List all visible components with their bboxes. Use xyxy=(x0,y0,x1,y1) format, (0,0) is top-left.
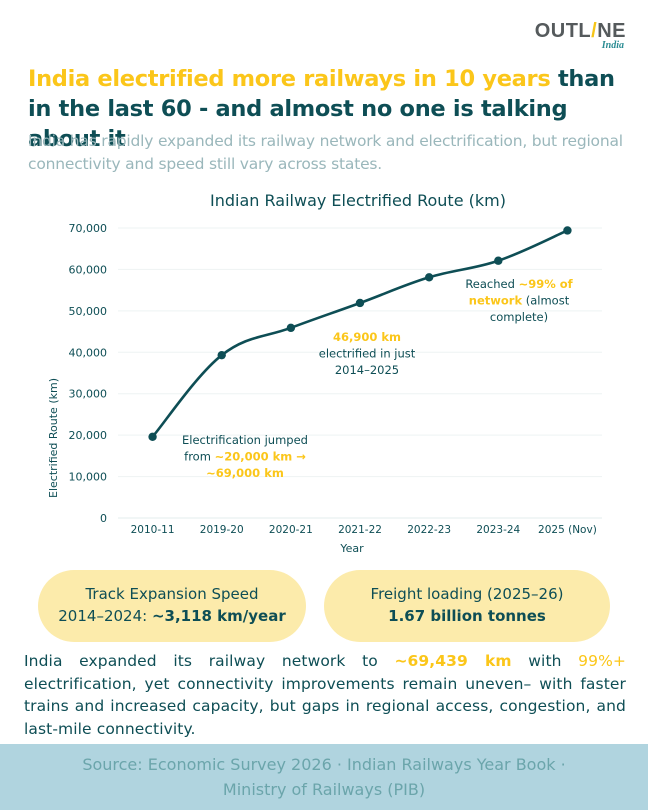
annotation-text: 2014–2025 xyxy=(335,363,399,377)
annotation-highlight: ~20,000 km → xyxy=(215,450,307,464)
logo-slash: / xyxy=(591,20,598,42)
data-point xyxy=(355,298,365,308)
y-tick-label: 70,000 xyxy=(69,222,108,235)
summary-text: electrification, yet connectivity improv… xyxy=(24,674,626,738)
x-tick-label: 2025 (Nov) xyxy=(538,524,597,536)
chart-container: Indian Railway Electrified Route (km) 0 1… xyxy=(0,180,648,560)
data-point xyxy=(563,226,572,235)
annotation-highlight: ~99% of xyxy=(519,277,574,291)
y-axis-label: Electrified Route (km) xyxy=(47,378,60,498)
x-axis-label: Year xyxy=(339,542,364,555)
y-tick-label: 10,000 xyxy=(69,471,108,484)
logo-text-right: NE xyxy=(597,20,626,42)
outline-india-logo: OUTL/NE India xyxy=(535,20,626,51)
summary-text: India expanded its railway network to xyxy=(24,652,395,670)
stat-value: 1.67 billion tonnes xyxy=(388,607,546,625)
subheadline: India has rapidly expanded its railway n… xyxy=(28,132,623,173)
annotation-highlight: 46,900 km xyxy=(333,330,401,344)
y-tick-label: 30,000 xyxy=(69,388,108,401)
data-point xyxy=(494,256,503,265)
stat-value-line: 2014–2024: ~3,118 km/year xyxy=(38,605,306,627)
data-point xyxy=(424,273,434,282)
annotation-text: from xyxy=(184,450,214,464)
annotation-text: complete) xyxy=(490,310,548,324)
headline: India electrified more railways in 10 ye… xyxy=(28,64,628,154)
y-axis-ticks: 0 10,000 20,000 30,000 40,000 50,000 60,000 70,… xyxy=(69,222,108,525)
annotation-text: electrified in just xyxy=(319,347,416,361)
headline-highlight: India electrified more railways in 10 ye… xyxy=(28,66,551,92)
stat-pill-freight: Freight loading (2025–26) 1.67 billion t… xyxy=(324,570,610,642)
annotation-highlight: ~69,000 km xyxy=(206,466,284,480)
x-tick-label: 2023-24 xyxy=(476,524,520,536)
stat-label: Track Expansion Speed xyxy=(85,585,259,603)
stat-label: Freight loading (2025–26) xyxy=(370,585,564,603)
data-point xyxy=(148,432,157,441)
y-tick-label: 40,000 xyxy=(69,346,108,359)
headline-rest: than in the last 60 - and almost no one … xyxy=(28,66,615,152)
y-tick-label: 0 xyxy=(100,512,107,525)
stat-prefix: 2014–2024: xyxy=(58,607,152,625)
x-tick-label: 2020-21 xyxy=(269,524,313,536)
stat-pill-track-speed: Track Expansion Speed 2014–2024: ~3,118 … xyxy=(38,570,306,642)
chart-title: Indian Railway Electrified Route (km) xyxy=(210,191,506,210)
source-line-2: Ministry of Railways (PIB) xyxy=(222,780,426,799)
x-tick-label: 2021-22 xyxy=(338,524,382,536)
source-footer: Source: Economic Survey 2026 · Indian Ra… xyxy=(0,744,648,810)
x-axis-ticks: 2010-11 2019-20 2020-21 2021-22 2022-23 2023-… xyxy=(131,524,597,536)
annotation-highlight: network xyxy=(469,294,523,308)
annotation-km469: 46,900 km electrified in just 2014–2025 xyxy=(319,330,416,377)
annotation-text: Reached xyxy=(465,277,518,291)
annotation-text: (almost xyxy=(522,294,570,308)
annotations: Electrification jumped from ~20,000 km → ~… xyxy=(182,277,574,480)
stat-value: ~3,118 km/year xyxy=(151,607,286,625)
logo-wordmark: OUTL/NE xyxy=(535,20,626,43)
data-points xyxy=(148,226,572,441)
grid-lines xyxy=(118,227,602,519)
line-chart: Indian Railway Electrified Route (km) 0 1… xyxy=(47,191,602,555)
data-point xyxy=(217,350,226,360)
stat-value-line: 1.67 billion tonnes xyxy=(324,605,610,627)
logo-text-left: OUTL xyxy=(534,20,592,42)
y-tick-label: 20,000 xyxy=(69,429,108,442)
summary-highlight-km: ~69,439 km xyxy=(394,652,512,670)
data-point xyxy=(286,323,296,333)
summary-text: with xyxy=(511,652,579,670)
annotation-reached: Reached ~99% of network (almost complete) xyxy=(465,277,573,324)
summary-paragraph: India expanded its railway network to ~6… xyxy=(24,650,626,740)
y-tick-label: 50,000 xyxy=(69,305,108,318)
annotation-text: Electrification jumped xyxy=(182,433,308,447)
source-line-1: Source: Economic Survey 2026 · Indian Ra… xyxy=(82,755,566,774)
x-tick-label: 2019-20 xyxy=(200,524,244,536)
summary-highlight-percent: 99%+ xyxy=(578,652,626,670)
annotation-jump: Electrification jumped from ~20,000 km → ~… xyxy=(182,433,308,480)
logo-subtitle: India xyxy=(601,40,624,51)
x-tick-label: 2022-23 xyxy=(407,524,451,536)
y-tick-label: 60,000 xyxy=(69,263,108,276)
x-tick-label: 2010-11 xyxy=(131,524,175,536)
